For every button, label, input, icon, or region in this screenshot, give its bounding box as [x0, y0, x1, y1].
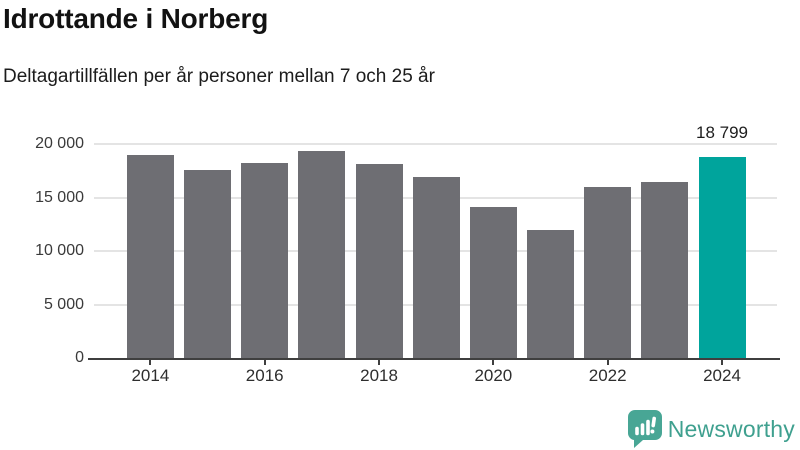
- x-axis-label: 2016: [245, 366, 284, 385]
- y-axis-label: 15 000: [35, 188, 84, 206]
- newsworthy-wordmark: Newsworthy: [667, 415, 795, 442]
- x-axis-tick: [149, 360, 152, 365]
- x-axis-label: 2018: [360, 366, 398, 385]
- bar: [641, 181, 689, 358]
- x-axis-label: 2014: [131, 366, 170, 385]
- y-axis-label: 0: [75, 349, 84, 366]
- y-axis-label: 20 000: [35, 135, 84, 152]
- chart-subtitle: Deltagartillfällen per år personer mella…: [3, 66, 435, 87]
- bar: [298, 150, 346, 358]
- x-axis-label: 2022: [588, 366, 627, 385]
- bar: [241, 162, 289, 358]
- grid-line: [94, 143, 777, 145]
- bar: [584, 187, 632, 358]
- bar: [355, 163, 403, 358]
- x-axis-tick: [378, 360, 381, 365]
- x-axis-label: 2024: [703, 366, 741, 385]
- x-axis-tick: [606, 360, 609, 365]
- bar: [184, 170, 232, 358]
- bar: [412, 177, 460, 358]
- bar: [469, 206, 517, 358]
- newsworthy-logo: Newsworthy: [627, 410, 795, 448]
- y-axis-label: 10 000: [35, 242, 84, 259]
- y-axis-label: 5 000: [43, 295, 84, 313]
- bar: [126, 154, 174, 358]
- x-axis-tick: [492, 360, 495, 365]
- x-axis-tick: [721, 360, 723, 365]
- chart-title: Idrottande i Norberg: [3, 3, 269, 34]
- x-axis-label: 2020: [474, 366, 513, 385]
- bar-value-label: 18 799: [696, 123, 748, 142]
- x-axis-tick: [263, 360, 266, 365]
- bar: [527, 230, 575, 358]
- x-axis-line: [88, 358, 780, 360]
- bar: [698, 156, 746, 358]
- newsworthy-bars-icon: [627, 410, 662, 448]
